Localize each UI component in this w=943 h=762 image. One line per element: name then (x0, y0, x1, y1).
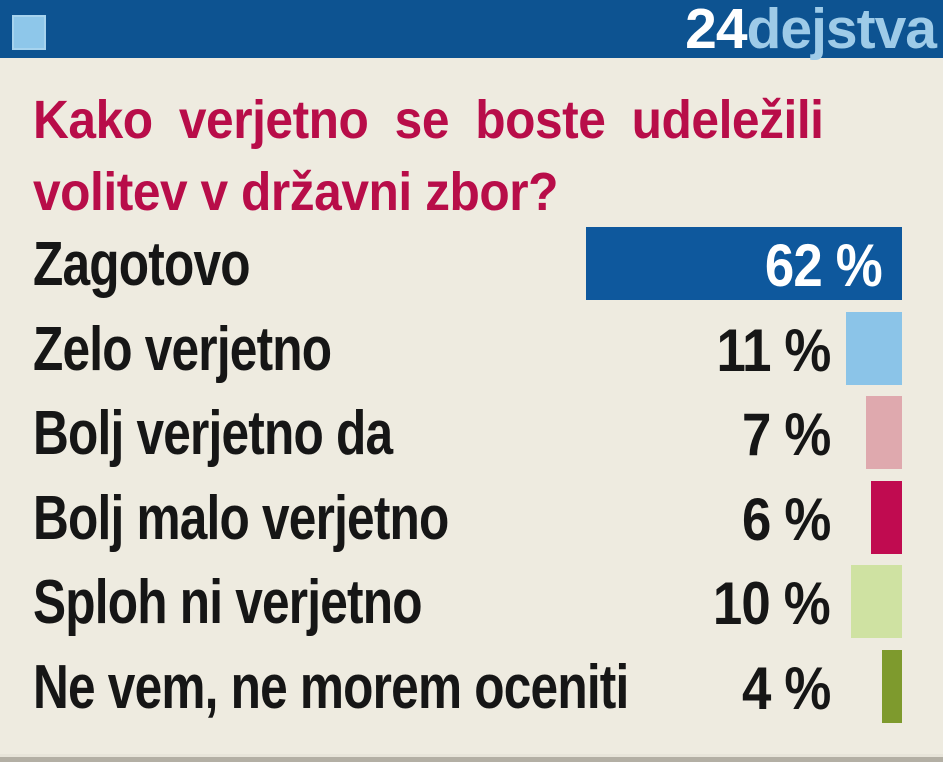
value-bar (882, 649, 902, 723)
bar-row: Zagotovo 62 % (0, 227, 943, 312)
brand-square-icon (12, 15, 46, 50)
brand-logo: 24dejstva (685, 1, 937, 58)
value-bar (586, 227, 902, 300)
brand-prefix: 24 (685, 0, 747, 61)
bar-row: Bolj verjetno da 7 % (0, 396, 943, 481)
bar-chart: Zagotovo 62 % Zelo verjetno 11 % Bolj verjet… (0, 227, 943, 734)
footer-highlight-line (0, 754, 943, 757)
value-label: 4 % (741, 654, 831, 722)
chart-title-line1: Kako verjetno se boste udeležili (33, 90, 824, 150)
category-label: Sploh ni verjetno (33, 568, 423, 637)
value-bar (866, 396, 902, 469)
bar-row: Ne vem, ne morem oceniti 4 % (0, 649, 943, 735)
category-label: Ne vem, ne morem oceniti (33, 652, 629, 722)
value-bar (871, 480, 902, 554)
category-label: Zelo verjetno (33, 314, 332, 384)
footer-strip (0, 757, 943, 762)
value-label: 11 % (716, 316, 831, 384)
value-bar (846, 311, 902, 385)
brand-suffix: dejstva (746, 0, 937, 61)
value-label: 7 % (741, 401, 831, 468)
bar-row: Sploh ni verjetno 10 % (0, 565, 943, 650)
value-label: 6 % (741, 485, 831, 553)
chart-title-line2: volitev v državni zbor? (33, 162, 558, 222)
value-label: 10 % (713, 570, 831, 637)
category-label: Bolj malo verjetno (33, 483, 449, 553)
header-bar: 24dejstva (0, 0, 943, 58)
category-label: Zagotovo (33, 230, 251, 299)
bar-row: Zelo verjetno 11 % (0, 311, 943, 397)
bar-row: Bolj malo verjetno 6 % (0, 480, 943, 566)
value-label: 62 % (765, 232, 883, 299)
category-label: Bolj verjetno da (33, 399, 393, 468)
chart-title: Kako verjetno se boste udeležili volitev… (33, 84, 918, 228)
value-bar (851, 565, 902, 638)
